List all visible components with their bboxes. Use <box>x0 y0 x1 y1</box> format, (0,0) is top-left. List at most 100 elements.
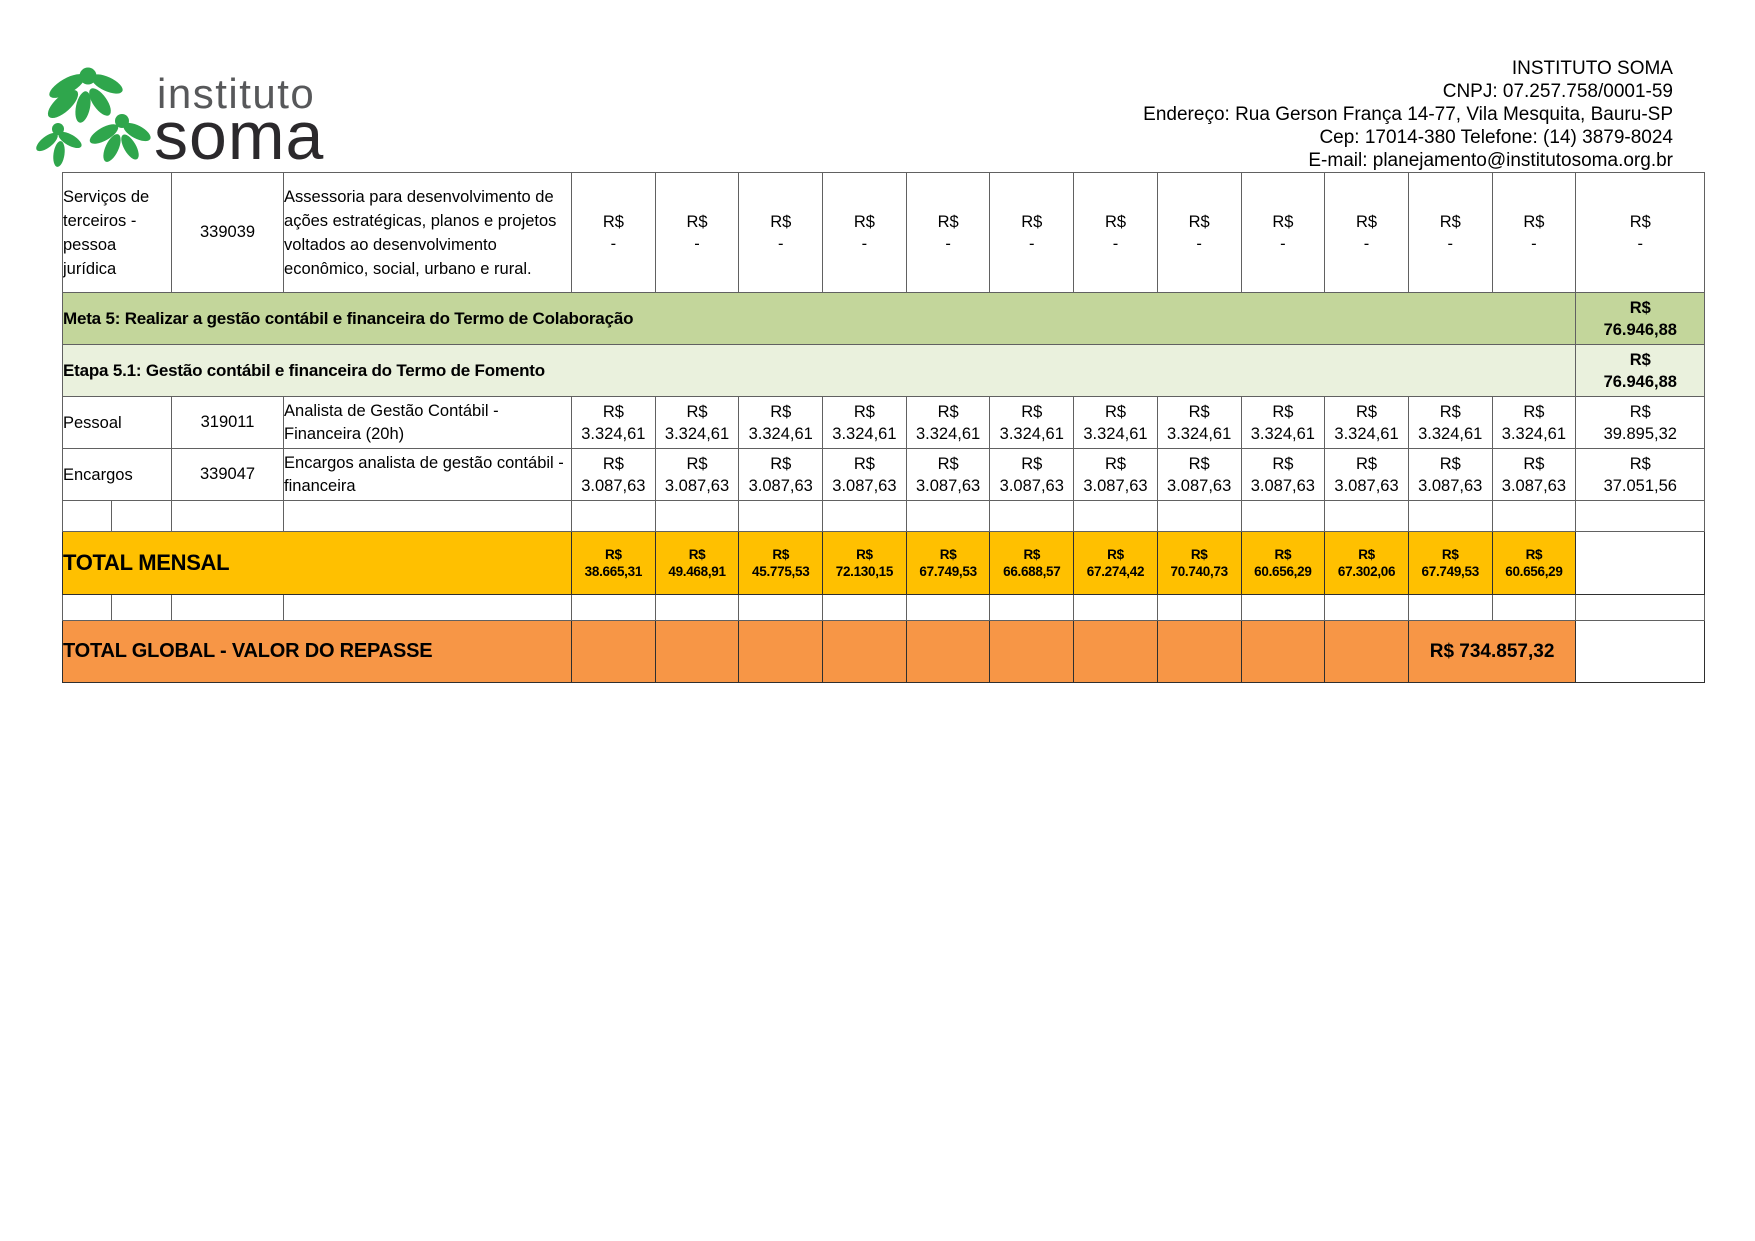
empty-cell <box>283 500 573 532</box>
empty-cell <box>110 594 173 621</box>
table-row-empty <box>62 594 1706 621</box>
total-global-label: TOTAL GLOBAL - VALOR DO REPASSE <box>61 620 573 683</box>
month-4-value: R$ 3.324,61 <box>822 396 907 449</box>
code-cell: 339039 <box>171 172 285 293</box>
logo-text-soma: soma <box>154 98 324 172</box>
orange-cell <box>1156 620 1242 683</box>
month-11-value: R$ - <box>1407 172 1493 293</box>
month-10-value: R$ 3.324,61 <box>1324 396 1409 449</box>
category-cell: Pessoal <box>61 396 173 449</box>
etapa51-label: Etapa 5.1: Gestão contábil e financeira … <box>61 344 1577 397</box>
etapa51-total-cell: R$ 76.946,88 <box>1575 344 1706 397</box>
code-cell: 339047 <box>171 448 285 501</box>
month-2-value: R$ 3.324,61 <box>654 396 740 449</box>
month-1-value: R$ 3.087,63 <box>571 448 656 501</box>
month-6-total: R$ 66.688,57 <box>989 531 1075 595</box>
month-9-value: R$ 3.324,61 <box>1240 396 1326 449</box>
orange-cell <box>654 620 740 683</box>
orange-cell <box>571 620 656 683</box>
instituto-soma-logo: instituto soma <box>30 52 360 174</box>
table-row-etapa51: Etapa 5.1: Gestão contábil e financeira … <box>61 344 1706 397</box>
description-cell: Encargos analista de gestão contábil - f… <box>283 448 573 501</box>
month-9-value: R$ 3.087,63 <box>1240 448 1326 501</box>
empty-cell <box>1156 594 1242 621</box>
orange-cell <box>1240 620 1326 683</box>
month-5-value: R$ 3.087,63 <box>905 448 991 501</box>
org-email: E-mail: planejamento@institutosoma.org.b… <box>1308 150 1673 171</box>
table-row-total-global: TOTAL GLOBAL - VALOR DO REPASSE R$ 734.8… <box>61 620 1706 683</box>
meta5-label: Meta 5: Realizar a gestão contábil e fin… <box>61 292 1577 345</box>
empty-cell <box>654 594 740 621</box>
empty-cell <box>1491 500 1577 532</box>
orange-cell <box>1073 620 1158 683</box>
month-1-value: R$ - <box>571 172 656 293</box>
logo-text-instituto: instituto <box>157 70 315 117</box>
empty-cell <box>1240 594 1326 621</box>
letterhead: INSTITUTO SOMA CNPJ: 07.257.758/0001-59 … <box>1143 57 1673 172</box>
description-cell: Analista de Gestão Contábil - Financeira… <box>283 396 573 449</box>
category-cell: Encargos <box>61 448 173 501</box>
empty-cell <box>1073 594 1158 621</box>
month-7-value: R$ - <box>1073 172 1158 293</box>
month-2-total: R$ 49.468,91 <box>654 531 740 595</box>
month-10-value: R$ - <box>1324 172 1409 293</box>
empty-cell <box>1407 500 1493 532</box>
empty-cell <box>171 594 285 621</box>
empty-cell <box>822 500 907 532</box>
month-5-value: R$ 3.324,61 <box>905 396 991 449</box>
orange-cell <box>989 620 1075 683</box>
empty-cell <box>989 500 1075 532</box>
month-12-value: R$ 3.087,63 <box>1491 448 1577 501</box>
orange-cell <box>738 620 824 683</box>
month-3-value: R$ - <box>738 172 824 293</box>
meta5-total-cell: R$ 76.946,88 <box>1575 292 1706 345</box>
month-10-value: R$ 3.087,63 <box>1324 448 1409 501</box>
table-row-pessoal: Pessoal 319011 Analista de Gestão Contáb… <box>61 396 1706 449</box>
code-cell: 319011 <box>171 396 285 449</box>
month-1-total: R$ 38.665,31 <box>571 531 656 595</box>
month-12-total: R$ 60.656,29 <box>1491 531 1577 595</box>
row-total-cell: R$ 37.051,56 <box>1575 448 1706 501</box>
month-6-value: R$ 3.087,63 <box>989 448 1075 501</box>
leaf-people-icon <box>36 67 151 167</box>
total-mensal-label: TOTAL MENSAL <box>61 531 573 595</box>
org-address: Endereço: Rua Gerson França 14-77, Vila … <box>1143 104 1673 125</box>
empty-cell <box>62 594 112 621</box>
empty-cell <box>905 500 991 532</box>
budget-table: Serviços de terceiros - pessoa jurídica … <box>61 172 1706 683</box>
empty-cell <box>738 500 824 532</box>
month-7-value: R$ 3.324,61 <box>1073 396 1158 449</box>
empty-cell <box>283 594 573 621</box>
empty-cell <box>654 500 740 532</box>
empty-cell <box>1324 500 1409 532</box>
orange-cell <box>822 620 907 683</box>
table-row-empty <box>62 500 1706 532</box>
table-row-meta5: Meta 5: Realizar a gestão contábil e fin… <box>61 292 1706 345</box>
empty-cell <box>989 594 1075 621</box>
month-5-value: R$ - <box>905 172 991 293</box>
month-1-value: R$ 3.324,61 <box>571 396 656 449</box>
month-3-total: R$ 45.775,53 <box>738 531 824 595</box>
month-12-value: R$ 3.324,61 <box>1491 396 1577 449</box>
empty-cell <box>62 500 112 532</box>
month-2-value: R$ - <box>654 172 740 293</box>
description-cell: Assessoria para desenvolvimento de ações… <box>283 172 573 293</box>
month-4-total: R$ 72.130,15 <box>822 531 907 595</box>
empty-cell <box>571 594 656 621</box>
empty-cell <box>110 500 173 532</box>
total-global-value: R$ 734.857,32 <box>1407 620 1577 683</box>
month-5-total: R$ 67.749,53 <box>905 531 991 595</box>
category-cell: Serviços de terceiros - pessoa jurídica <box>61 172 173 293</box>
month-9-total: R$ 60.656,29 <box>1240 531 1326 595</box>
empty-cell <box>171 500 285 532</box>
empty-total-cell <box>1575 531 1706 595</box>
month-11-total: R$ 67.749,53 <box>1407 531 1493 595</box>
org-cnpj: CNPJ: 07.257.758/0001-59 <box>1442 81 1673 102</box>
empty-cell <box>1156 500 1242 532</box>
empty-cell <box>1240 500 1326 532</box>
month-8-value: R$ 3.324,61 <box>1156 396 1242 449</box>
month-9-value: R$ - <box>1240 172 1326 293</box>
month-8-value: R$ - <box>1156 172 1242 293</box>
month-2-value: R$ 3.087,63 <box>654 448 740 501</box>
